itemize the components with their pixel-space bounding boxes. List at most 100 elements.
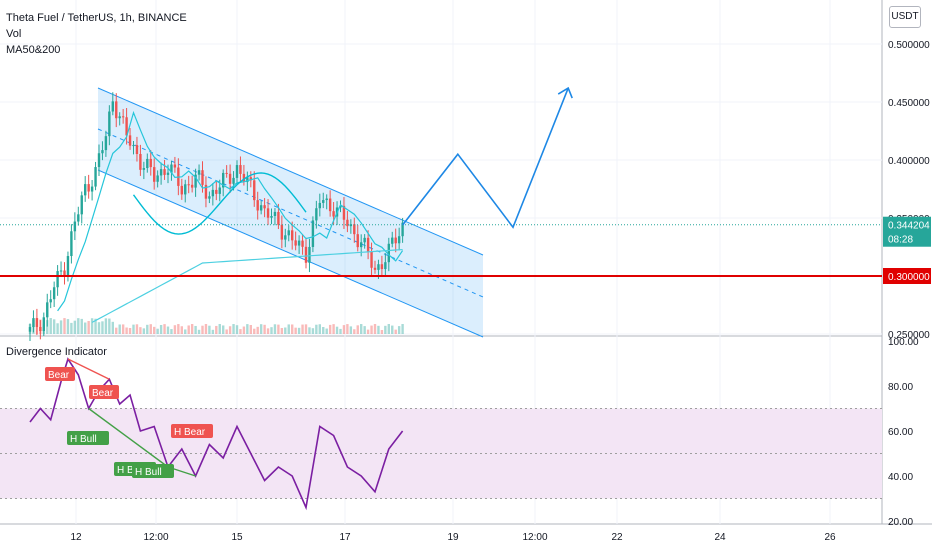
volume-bar — [346, 324, 349, 334]
volume-bar — [259, 324, 263, 334]
volume-bar — [94, 318, 97, 334]
volume-bar — [97, 322, 101, 334]
volume-bar — [139, 327, 142, 334]
indicator-band — [0, 408, 882, 499]
candle-body — [366, 237, 370, 252]
candle-body — [108, 111, 111, 137]
candle-body — [353, 224, 356, 235]
candle-body — [94, 167, 97, 187]
volume-bar — [335, 326, 339, 334]
volume-bar — [111, 321, 114, 334]
candle-body — [139, 153, 142, 170]
candle-body — [228, 173, 232, 184]
volume-bar — [132, 324, 135, 334]
projection-arrowhead — [557, 86, 573, 99]
volume-bar — [121, 324, 125, 334]
volume-bar — [211, 329, 215, 334]
candle-body — [28, 327, 32, 332]
candle-body — [187, 184, 190, 186]
volume-bar — [232, 324, 235, 334]
candle-body — [297, 240, 301, 246]
candle-body — [232, 177, 235, 184]
price-tick-label: 0.250000 — [888, 330, 930, 341]
volume-bar — [218, 324, 221, 334]
candle-body — [149, 158, 152, 168]
volume-bar — [49, 318, 52, 334]
volume-bar — [197, 329, 201, 334]
indicator-tick-label: 20.00 — [888, 517, 913, 528]
candle-body — [111, 101, 114, 112]
volume-bar — [180, 326, 183, 334]
indicator-pane-title[interactable]: Divergence Indicator — [6, 346, 107, 358]
bull-label-box — [132, 464, 174, 478]
candle-body — [194, 174, 197, 188]
candle-body — [308, 246, 311, 263]
candle-body — [394, 237, 397, 244]
volume-bar — [242, 326, 246, 334]
candle-body — [277, 211, 280, 225]
candle-body — [263, 205, 266, 209]
candle-body — [339, 205, 342, 208]
price-tick-label: 0.400000 — [888, 156, 930, 167]
volume-bar — [90, 318, 94, 334]
volume-bar — [84, 322, 87, 334]
volume-bar — [156, 328, 159, 334]
indicator-lines — [29, 357, 404, 511]
time-tick-label: 12:00 — [143, 532, 168, 543]
price-tick-label: 0.500000 — [888, 40, 930, 51]
volume-bar — [387, 324, 390, 334]
volume-bar — [322, 327, 325, 334]
candle-body — [56, 271, 59, 288]
candle-body — [66, 256, 70, 276]
candle-body — [387, 243, 390, 263]
candle-body — [84, 184, 87, 196]
time-tick-label: 12:00 — [522, 532, 547, 543]
volume-bar — [194, 325, 197, 334]
candle-body — [222, 172, 225, 188]
volume-bar — [249, 324, 252, 334]
candle-body — [328, 198, 332, 212]
volume-bars — [28, 318, 404, 334]
candle-body — [170, 164, 173, 173]
bear-label-box — [89, 385, 119, 399]
volume-bar — [104, 318, 108, 334]
candle-body — [218, 187, 221, 194]
volume-bar — [146, 324, 149, 334]
candle-body — [208, 196, 211, 199]
candle-body — [360, 242, 363, 248]
volume-bar — [277, 324, 280, 334]
volume-bar — [80, 318, 83, 334]
volume-bar — [349, 326, 353, 334]
candle-body — [253, 180, 256, 201]
candles — [28, 92, 404, 341]
currency-selector[interactable]: USDT — [889, 6, 921, 28]
volume-bar — [301, 324, 304, 334]
candle-body — [346, 219, 349, 227]
volume-bar — [56, 323, 59, 334]
candle-body — [59, 270, 63, 272]
volume-bar — [332, 324, 335, 334]
candle-body — [211, 189, 215, 197]
volume-bar — [328, 324, 332, 334]
ma-indicator-label[interactable]: MA50&200 — [6, 44, 61, 56]
volume-bar — [77, 318, 80, 334]
candle-body — [325, 198, 328, 201]
candle-body — [63, 270, 66, 276]
candle-body — [397, 236, 401, 244]
volume-bar — [239, 329, 242, 334]
volume-bar — [273, 324, 277, 334]
candle-body — [166, 172, 170, 175]
volume-bar — [280, 328, 284, 334]
candle-body — [135, 145, 139, 154]
volume-bar — [287, 324, 290, 334]
candle-body — [311, 220, 315, 247]
volume-bar — [339, 328, 342, 334]
candle-body — [373, 267, 377, 270]
volume-indicator-label[interactable]: Vol — [6, 28, 22, 40]
candle-body — [35, 318, 39, 327]
symbol-title[interactable]: Theta Fuel / TetherUS, 1h, BINANCE — [6, 12, 187, 24]
volume-bar — [363, 326, 366, 334]
current-price-label: 0.344204 — [888, 221, 930, 232]
volume-bar — [215, 325, 218, 334]
candle-body — [97, 153, 101, 168]
